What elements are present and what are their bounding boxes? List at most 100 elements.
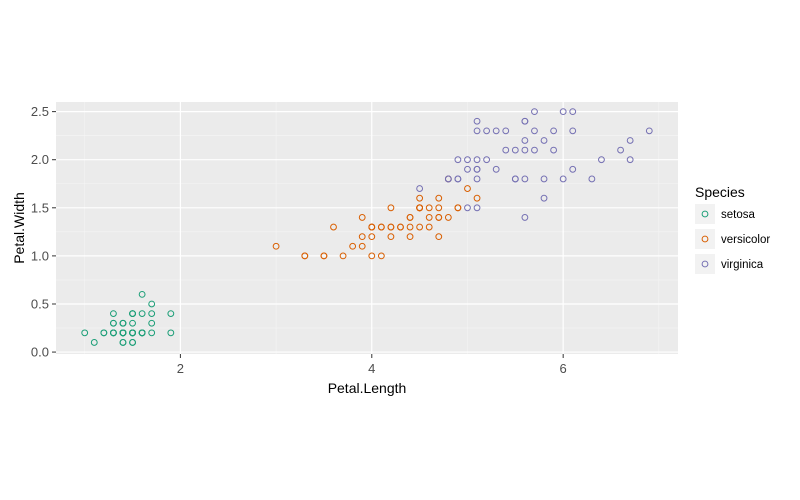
- point-versicolor: [320, 252, 328, 260]
- point-virginica: [588, 175, 596, 183]
- y-tick-label: 1.0: [31, 248, 49, 263]
- y-tick-label: 2.0: [31, 152, 49, 167]
- legend-label-versicolor: versicolor: [721, 234, 770, 246]
- point-virginica: [416, 185, 424, 192]
- x-tick-label: 6: [560, 361, 567, 376]
- point-virginica: [540, 194, 548, 202]
- legend-label-setosa: setosa: [721, 209, 755, 221]
- legend-title: Species: [695, 184, 745, 200]
- point-virginica: [569, 127, 577, 135]
- point-virginica: [483, 156, 491, 164]
- point-versicolor: [377, 223, 385, 231]
- point-versicolor: [454, 204, 462, 212]
- point-setosa: [167, 329, 175, 337]
- point-versicolor: [435, 233, 443, 241]
- point-virginica: [569, 108, 577, 116]
- y-tick-label: 2.5: [31, 104, 49, 119]
- point-setosa: [148, 319, 156, 327]
- point-virginica: [492, 165, 500, 173]
- series-virginica: [416, 108, 653, 221]
- point-setosa: [167, 310, 175, 318]
- point-versicolor: [368, 223, 376, 231]
- point-virginica: [473, 165, 481, 173]
- point-virginica: [464, 156, 471, 164]
- y-tick-label: 0.5: [31, 296, 49, 311]
- point-virginica: [540, 137, 548, 144]
- point-virginica: [531, 127, 538, 135]
- point-setosa: [138, 310, 146, 318]
- point-virginica: [521, 175, 529, 183]
- point-virginica: [569, 165, 577, 173]
- grid-minor: [56, 102, 678, 354]
- point-virginica: [444, 175, 452, 183]
- legend-key-versicolor: [695, 229, 715, 249]
- point-virginica: [559, 175, 567, 183]
- point-virginica: [617, 146, 624, 154]
- point-versicolor: [425, 223, 433, 231]
- point-versicolor: [339, 252, 347, 260]
- point-versicolor: [416, 194, 424, 202]
- grid-major: [56, 102, 678, 354]
- legend-marker-versicolor: [701, 235, 709, 243]
- point-setosa: [110, 310, 117, 318]
- point-versicolor: [435, 214, 443, 221]
- point-versicolor: [358, 233, 366, 241]
- point-virginica: [626, 156, 634, 164]
- y-axis-ticks: 0.0 0.5 1.0 1.5 2.0 2.5: [31, 104, 56, 360]
- point-setosa: [100, 329, 108, 337]
- point-setosa: [129, 319, 136, 327]
- point-setosa: [90, 339, 98, 346]
- point-versicolor: [377, 252, 385, 260]
- point-virginica: [511, 146, 519, 154]
- point-setosa: [138, 329, 146, 337]
- point-setosa: [148, 329, 156, 337]
- point-virginica: [454, 175, 462, 183]
- point-setosa: [129, 339, 136, 346]
- legend-label-virginica: virginica: [721, 259, 764, 271]
- point-versicolor: [358, 214, 366, 221]
- point-virginica: [464, 165, 471, 173]
- point-versicolor: [397, 223, 404, 231]
- point-virginica: [492, 127, 500, 135]
- point-virginica: [531, 108, 538, 116]
- point-virginica: [473, 175, 481, 183]
- point-virginica: [511, 175, 519, 183]
- point-versicolor: [358, 242, 366, 250]
- point-versicolor: [301, 252, 309, 260]
- point-virginica: [473, 156, 481, 164]
- y-tick-label: 1.5: [31, 200, 49, 215]
- point-versicolor: [387, 223, 395, 231]
- data-points: [81, 108, 653, 346]
- point-versicolor: [444, 214, 452, 221]
- point-setosa: [119, 339, 127, 346]
- point-virginica: [464, 204, 471, 212]
- point-virginica: [473, 127, 481, 135]
- point-versicolor: [406, 223, 414, 231]
- legend: Species setosa versicolor virginica: [695, 184, 770, 274]
- point-virginica: [559, 108, 567, 116]
- legend-marker-virginica: [701, 260, 709, 268]
- point-setosa: [119, 329, 127, 337]
- point-setosa: [148, 300, 156, 308]
- point-versicolor: [473, 194, 481, 202]
- point-versicolor: [387, 204, 395, 212]
- point-versicolor: [330, 223, 337, 231]
- series-setosa: [81, 290, 175, 346]
- x-axis-ticks: 2 4 6: [177, 354, 567, 376]
- point-versicolor: [406, 214, 414, 221]
- point-versicolor: [368, 252, 376, 260]
- x-axis-title: Petal.Length: [328, 380, 407, 396]
- point-versicolor: [368, 233, 376, 241]
- point-setosa: [110, 329, 117, 337]
- legend-items: setosa versicolor virginica: [695, 204, 770, 274]
- point-virginica: [521, 146, 529, 154]
- point-virginica: [626, 137, 634, 144]
- point-versicolor: [425, 214, 433, 221]
- point-versicolor: [349, 242, 357, 250]
- point-versicolor: [435, 204, 443, 212]
- x-tick-label: 4: [368, 361, 375, 376]
- plot-panel: [56, 102, 678, 354]
- point-virginica: [531, 146, 538, 154]
- point-versicolor: [406, 233, 414, 241]
- point-versicolor: [425, 204, 433, 212]
